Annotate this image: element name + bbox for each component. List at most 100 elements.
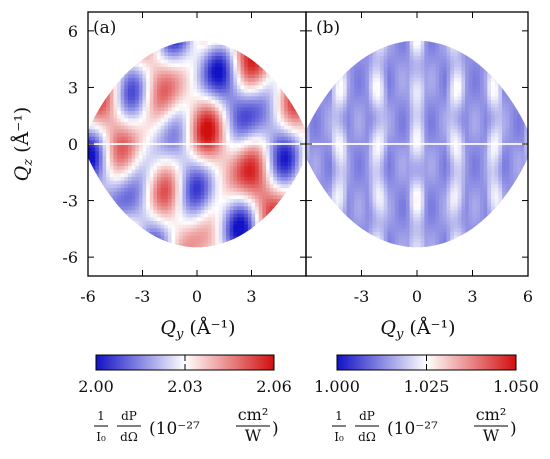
heatmap-cell: [266, 23, 270, 27]
heatmap-cell: [218, 232, 224, 237]
heatmap-cell: [157, 261, 161, 265]
heatmap-cell: [193, 147, 198, 152]
heatmap-cell: [186, 89, 191, 94]
heatmap-cell: [160, 177, 165, 182]
heatmap-cell: [135, 136, 140, 141]
heatmap-cell: [190, 30, 194, 34]
heatmap-cell: [102, 103, 107, 108]
heatmap-cell: [240, 232, 245, 237]
heatmap-cell: [226, 59, 231, 64]
heatmap-cell: [317, 122, 322, 127]
heatmap-cell: [262, 122, 267, 127]
heatmap-cell: [288, 269, 292, 273]
heatmap-cell: [157, 41, 162, 46]
heatmap-cell: [204, 96, 209, 101]
heatmap-cell: [291, 100, 296, 105]
x-tick-label: 3: [246, 287, 256, 306]
heatmap-cell: [207, 199, 213, 204]
heatmap-cell: [258, 246, 263, 248]
heatmap-cell: [189, 155, 194, 160]
heatmap-cell: [113, 45, 118, 50]
heatmap-cell: [175, 136, 180, 141]
heatmap-cell: [218, 133, 224, 138]
heatmap-cell: [309, 140, 314, 145]
heatmap-cell: [127, 162, 133, 167]
heatmap-cell: [273, 188, 278, 193]
heatmap-cell: [309, 52, 314, 57]
heatmap-cell: [233, 173, 238, 178]
heatmap-cell: [236, 100, 242, 105]
heatmap-cell: [244, 213, 249, 218]
heatmap-cell: [287, 195, 293, 200]
heatmap-cell: [127, 96, 133, 101]
heatmap-cell: [138, 221, 144, 226]
heatmap-cell: [269, 228, 274, 233]
heatmap-cell: [226, 269, 230, 273]
heatmap-cell: [331, 140, 337, 145]
heatmap-cell: [320, 78, 326, 83]
heatmap-cell: [298, 206, 303, 211]
heatmap-cell: [167, 81, 173, 86]
heatmap-cell: [298, 199, 303, 204]
heatmap-cell: [186, 202, 191, 207]
heatmap-cell: [106, 52, 111, 57]
heatmap-cell: [197, 206, 202, 211]
heatmap-cell: [95, 45, 100, 50]
heatmap-cell: [98, 158, 104, 163]
heatmap-cell: [276, 89, 282, 94]
heatmap-cell: [328, 144, 333, 149]
heatmap-cell: [120, 177, 125, 182]
heatmap-cell: [171, 103, 176, 108]
heatmap-cell: [200, 177, 205, 182]
heatmap-cell: [186, 173, 191, 178]
heatmap-cell: [331, 41, 337, 46]
heatmap-cell: [146, 246, 151, 248]
heatmap-cell: [113, 199, 118, 204]
heatmap-cell: [226, 177, 231, 182]
heatmap-cell: [186, 232, 191, 237]
heatmap-cell: [280, 56, 285, 61]
heatmap-cell: [102, 166, 107, 171]
heatmap-cell: [153, 74, 158, 79]
heatmap-cell: [146, 191, 151, 196]
heatmap-cell: [113, 195, 118, 200]
heatmap-cell: [247, 118, 253, 123]
heatmap-cell: [284, 125, 289, 130]
heatmap-cell: [95, 184, 100, 189]
heatmap-cell: [127, 195, 133, 200]
heatmap-cell: [124, 67, 129, 72]
heatmap-cell: [143, 16, 147, 20]
heatmap-cell: [215, 250, 219, 254]
heatmap-cell: [287, 228, 293, 233]
heatmap-cell: [171, 191, 176, 196]
heatmap-cell: [215, 213, 220, 218]
heatmap-cell: [149, 235, 154, 240]
heatmap-cell: [269, 74, 274, 79]
heatmap-cell: [197, 129, 202, 134]
heatmap-cell: [215, 158, 220, 163]
heatmap-cell: [244, 23, 248, 27]
heatmap-cell: [178, 96, 184, 101]
heatmap-cell: [273, 232, 278, 237]
heatmap-cell: [164, 144, 169, 149]
heatmap-cell: [215, 243, 220, 248]
heatmap-cell: [135, 169, 140, 174]
heatmap-cell: [251, 188, 256, 193]
heatmap-cell: [142, 122, 147, 127]
heatmap-cell: [142, 166, 147, 171]
heatmap-cell: [229, 70, 234, 75]
heatmap-cell: [291, 217, 296, 222]
heatmap-cell: [291, 81, 296, 86]
heatmap-cell: [219, 265, 223, 269]
heatmap-cell: [244, 63, 249, 68]
heatmap-cell: [229, 67, 234, 72]
heatmap-cell: [331, 162, 337, 167]
heatmap-cell: [222, 103, 227, 108]
heatmap-cell: [215, 27, 219, 31]
heatmap-cell: [171, 78, 176, 83]
heatmap-cell: [142, 188, 147, 193]
heatmap-cell: [193, 243, 198, 248]
heatmap-cell: [106, 184, 111, 189]
heatmap-cell: [247, 210, 253, 215]
